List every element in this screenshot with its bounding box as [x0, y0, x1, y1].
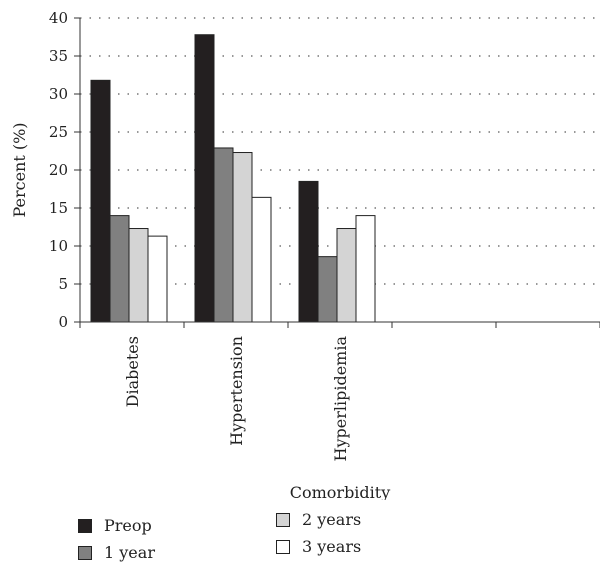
- y-tick-label: 15: [49, 199, 68, 217]
- legend-item: Preop: [78, 516, 152, 535]
- bar: [90, 79, 111, 323]
- y-ticks: 0 5 10 15 20 25 30 35 40: [49, 9, 80, 331]
- legend-label: Preop: [104, 516, 152, 535]
- category-labels: Diabetes Hypertension Hyperlipidemia: [123, 336, 350, 462]
- x-ticks: [79, 322, 600, 328]
- bar: [232, 152, 253, 323]
- bar: [298, 180, 319, 323]
- bar: [336, 228, 357, 323]
- bar: [194, 34, 215, 323]
- y-axis-title: Percent (%): [10, 122, 29, 217]
- legend-item: 3 years: [276, 537, 361, 556]
- category-label: Diabetes: [123, 336, 142, 407]
- legend-label: 3 years: [302, 537, 362, 556]
- legend-item: 1 year: [78, 543, 155, 562]
- legend-label: 1 year: [104, 543, 155, 562]
- category-label: Hyperlipidemia: [331, 336, 350, 462]
- bar: [355, 215, 376, 323]
- bar-chart: 0 5 10 15 20 25 30 35 40 Diabetes Hypertension Hyp…: [10, 9, 600, 500]
- legend-label: 2 years: [302, 510, 362, 529]
- bar: [147, 235, 168, 323]
- y-tick-label: 20: [49, 161, 68, 179]
- y-tick-label: 0: [58, 313, 68, 331]
- y-tick-label: 10: [49, 237, 68, 255]
- bar: [109, 215, 130, 323]
- y-tick-label: 25: [49, 123, 68, 141]
- bar: [128, 228, 149, 323]
- y-tick-label: 5: [58, 275, 68, 293]
- y-tick-label: 40: [49, 9, 68, 27]
- legend-swatch: [276, 512, 290, 527]
- category-label: Hypertension: [227, 336, 246, 446]
- legend-swatch: [78, 545, 92, 560]
- y-tick-label: 30: [49, 85, 68, 103]
- bar: [251, 196, 272, 323]
- legend-swatch: [78, 518, 92, 533]
- x-axis-title: Comorbidity: [290, 483, 391, 500]
- bar: [317, 256, 338, 323]
- legend-item: 2 years: [276, 510, 361, 529]
- y-tick-label: 35: [49, 47, 68, 65]
- bar: [213, 147, 234, 323]
- bars: [90, 34, 376, 323]
- legend-swatch: [276, 539, 290, 554]
